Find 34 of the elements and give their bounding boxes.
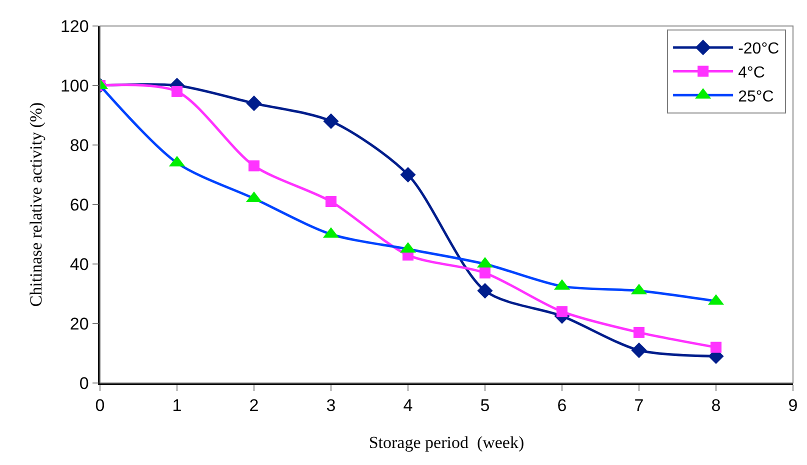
point [246,96,262,112]
legend-label: 4°C [738,64,765,82]
point [477,282,493,299]
x-tick-label: 5 [480,396,490,416]
point [631,342,647,358]
point [710,342,722,353]
x-tick-label: 8 [711,396,721,416]
y-tick-label: 80 [70,136,89,155]
point [556,306,568,318]
x-tick-label: 1 [172,396,182,416]
legend-label: 25°C [738,88,774,106]
legend-label: -20°C [738,40,780,58]
y-axis-title: Chitinase relative activity (%) [26,102,46,307]
x-axis-title: Storage period (week) [368,433,524,452]
y-tick-label: 0 [79,374,89,393]
y-tick-label: 40 [70,254,89,274]
point [400,166,416,183]
x-tick-label: 3 [326,396,336,416]
x-tick-label: 6 [557,396,567,416]
y-tick-label: 20 [70,314,89,334]
x-tick-label: 4 [403,396,413,416]
point [480,267,490,278]
y-tick-label: 120 [60,16,89,36]
x-tick-label: 0 [95,396,105,416]
point [323,113,339,129]
y-tick-label: 100 [60,76,89,96]
point [326,196,336,208]
x-tick-label: 9 [788,396,798,416]
x-tick-label: 2 [249,396,259,416]
x-tick-label: 7 [634,396,644,416]
point [248,160,260,172]
y-tick-label: 60 [70,195,89,214]
point [172,86,182,97]
point [634,326,644,338]
